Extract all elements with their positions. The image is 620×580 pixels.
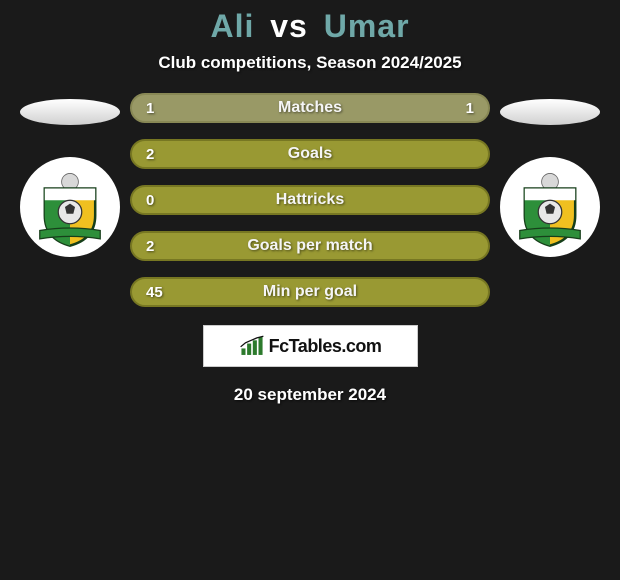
stat-right-value: 1 — [466, 100, 474, 117]
stat-label: Hattricks — [132, 191, 488, 209]
page-title: Ali vs Umar — [210, 8, 409, 45]
stat-row: 2Goals — [130, 139, 490, 169]
fctables-logo: FcTables.com — [203, 325, 418, 367]
stat-row: 45Min per goal — [130, 277, 490, 307]
right-flag-icon — [500, 99, 600, 125]
club-crest-icon — [508, 165, 592, 249]
content-row: 1Matches12Goals0Hattricks2Goals per matc… — [0, 93, 620, 307]
club-crest-icon — [28, 165, 112, 249]
stat-left-value: 2 — [146, 238, 154, 255]
stats-panel: 1Matches12Goals0Hattricks2Goals per matc… — [130, 93, 490, 307]
stat-row: 0Hattricks — [130, 185, 490, 215]
right-club-badge — [500, 157, 600, 257]
stat-label: Goals — [132, 145, 488, 163]
subtitle: Club competitions, Season 2024/2025 — [158, 53, 461, 73]
stat-label: Goals per match — [132, 237, 488, 255]
date-label: 20 september 2024 — [234, 385, 386, 405]
stat-label: Matches — [132, 99, 488, 117]
left-column — [10, 93, 130, 257]
stat-label: Min per goal — [132, 283, 488, 301]
stat-row: 1Matches1 — [130, 93, 490, 123]
title-vs: vs — [270, 8, 308, 44]
comparison-card: Ali vs Umar Club competitions, Season 20… — [0, 0, 620, 580]
player1-name: Ali — [210, 8, 254, 44]
logo-text: FcTables.com — [269, 336, 382, 357]
stat-left-value: 0 — [146, 192, 154, 209]
stat-left-value: 1 — [146, 100, 154, 117]
stat-left-value: 45 — [146, 284, 163, 301]
right-column — [490, 93, 610, 257]
left-flag-icon — [20, 99, 120, 125]
stat-row: 2Goals per match — [130, 231, 490, 261]
left-club-badge — [20, 157, 120, 257]
bar-chart-icon — [239, 335, 265, 357]
stat-left-value: 2 — [146, 146, 154, 163]
player2-name: Umar — [324, 8, 410, 44]
